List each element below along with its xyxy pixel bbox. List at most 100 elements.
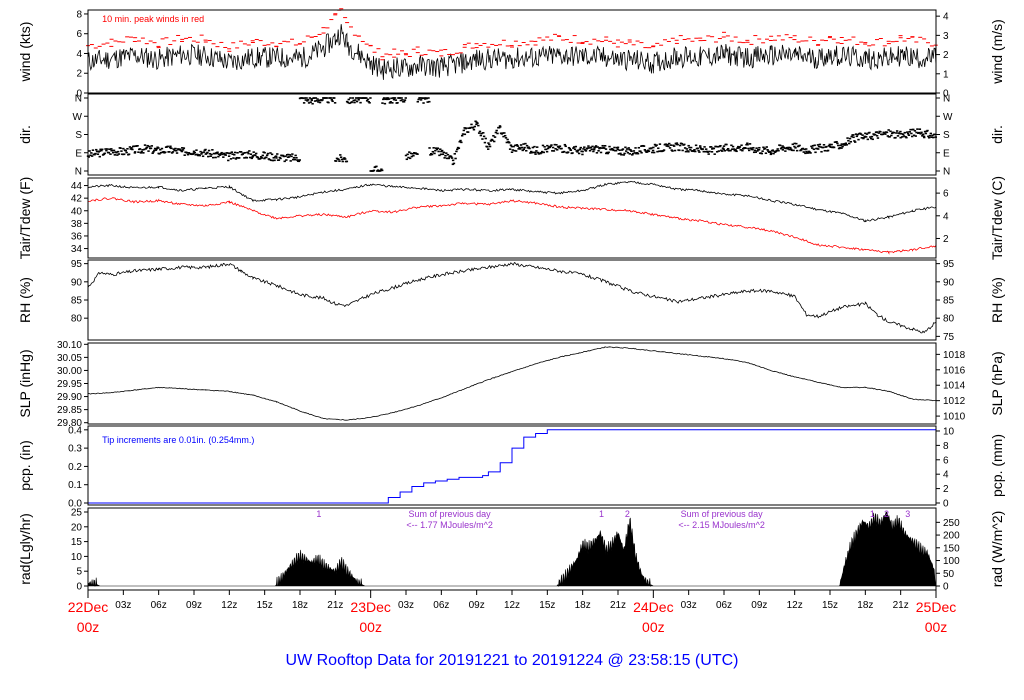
direction-point [157, 147, 160, 149]
direction-point [474, 120, 477, 123]
direction-point [830, 143, 833, 146]
direction-point [407, 156, 410, 159]
direction-point [709, 146, 713, 148]
direction-point [345, 100, 349, 103]
direction-point [842, 143, 845, 146]
direction-point [918, 128, 922, 130]
direction-point [116, 150, 120, 153]
direction-point [175, 149, 178, 152]
direction-point [748, 149, 751, 152]
direction-point [852, 136, 855, 139]
direction-point [581, 150, 584, 153]
direction-point [737, 145, 740, 148]
direction-point [646, 149, 650, 152]
direction-point [259, 156, 263, 158]
direction-point [259, 157, 262, 160]
direction-point [265, 154, 269, 157]
direction-point [693, 149, 696, 151]
direction-point [195, 149, 198, 151]
direction-point [428, 147, 431, 149]
direction-point [170, 147, 173, 150]
direction-point [534, 153, 537, 155]
direction-point [785, 146, 789, 149]
direction-point [503, 134, 507, 137]
direction-point [359, 101, 362, 104]
direction-point [517, 148, 520, 150]
direction-point [708, 150, 711, 153]
direction-point [843, 144, 847, 146]
direction-point [333, 97, 336, 99]
direction-point [504, 137, 508, 139]
direction-point [434, 147, 438, 149]
right-tick-label: 0 [943, 499, 949, 510]
direction-point [138, 148, 142, 150]
direction-point [103, 152, 106, 155]
direction-point [642, 145, 646, 147]
day-time-label: 00z [77, 619, 100, 635]
direction-point [90, 155, 94, 157]
direction-point [899, 130, 902, 133]
direction-point [185, 152, 189, 154]
direction-point [306, 100, 309, 102]
direction-point [705, 148, 708, 150]
direction-point [149, 147, 153, 150]
direction-point [292, 156, 296, 159]
direction-point [594, 146, 597, 148]
direction-point [266, 152, 270, 155]
direction-point [614, 149, 618, 152]
direction-point [590, 148, 593, 151]
direction-point [774, 151, 777, 153]
direction-point [717, 150, 721, 152]
direction-point [689, 146, 693, 149]
direction-point [94, 152, 97, 155]
hour-tick-label: 21z [610, 600, 626, 611]
direction-point [482, 132, 485, 134]
direction-point [172, 148, 175, 150]
direction-point [380, 168, 383, 171]
direction-point [844, 142, 848, 145]
direction-point [489, 140, 493, 142]
direction-point [213, 152, 217, 155]
day-date-label: 24Dec [633, 599, 673, 615]
hour-tick-label: 15z [539, 600, 555, 611]
direction-point [450, 157, 454, 159]
direction-point [226, 152, 229, 154]
day-date-label: 23Dec [350, 599, 390, 615]
rad-annotation: <-- 1.77 MJoules/m^2 [406, 520, 493, 530]
direction-point [569, 149, 573, 151]
direction-point [201, 151, 204, 154]
direction-point [181, 147, 184, 149]
direction-point [609, 148, 613, 151]
direction-point [775, 149, 779, 152]
direction-point [853, 140, 856, 142]
direction-point [772, 152, 775, 155]
panel-frame [87, 259, 937, 341]
direction-point [921, 135, 924, 137]
direction-point [625, 150, 628, 152]
left-tick-label: 0.1 [68, 480, 82, 491]
direction-point [730, 144, 733, 147]
direction-point [456, 148, 459, 151]
direction-point [170, 152, 174, 154]
direction-point [174, 147, 177, 150]
direction-point [296, 159, 299, 161]
direction-point [459, 139, 462, 142]
left-axis-title: SLP (inHg) [17, 349, 33, 417]
direction-point [933, 133, 937, 136]
direction-point [482, 135, 486, 138]
direction-point [583, 146, 586, 148]
direction-point [917, 131, 921, 134]
direction-point [180, 150, 184, 153]
right-tick-label: 4 [943, 211, 949, 222]
left-tick-label: 29.90 [57, 392, 82, 403]
direction-point [863, 136, 866, 139]
direction-point [530, 151, 534, 154]
direction-point [307, 98, 310, 101]
direction-point [382, 98, 385, 101]
direction-point [616, 146, 620, 149]
direction-point [762, 146, 765, 149]
direction-point [340, 158, 344, 161]
direction-point [644, 150, 647, 152]
right-tick-label: 2 [943, 234, 949, 245]
direction-point [341, 160, 344, 163]
